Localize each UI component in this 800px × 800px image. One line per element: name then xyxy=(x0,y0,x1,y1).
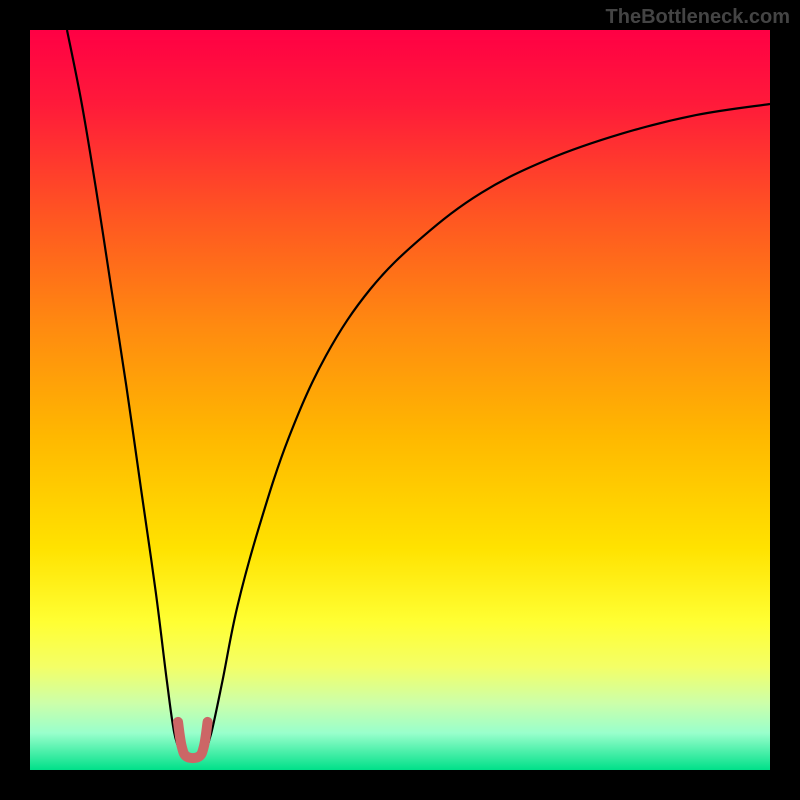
chart-container: TheBottleneck.com xyxy=(0,0,800,800)
plot-area xyxy=(30,30,770,770)
bottleneck-curve-chart xyxy=(30,30,770,770)
watermark-text: TheBottleneck.com xyxy=(606,6,790,29)
gradient-background xyxy=(30,30,770,770)
